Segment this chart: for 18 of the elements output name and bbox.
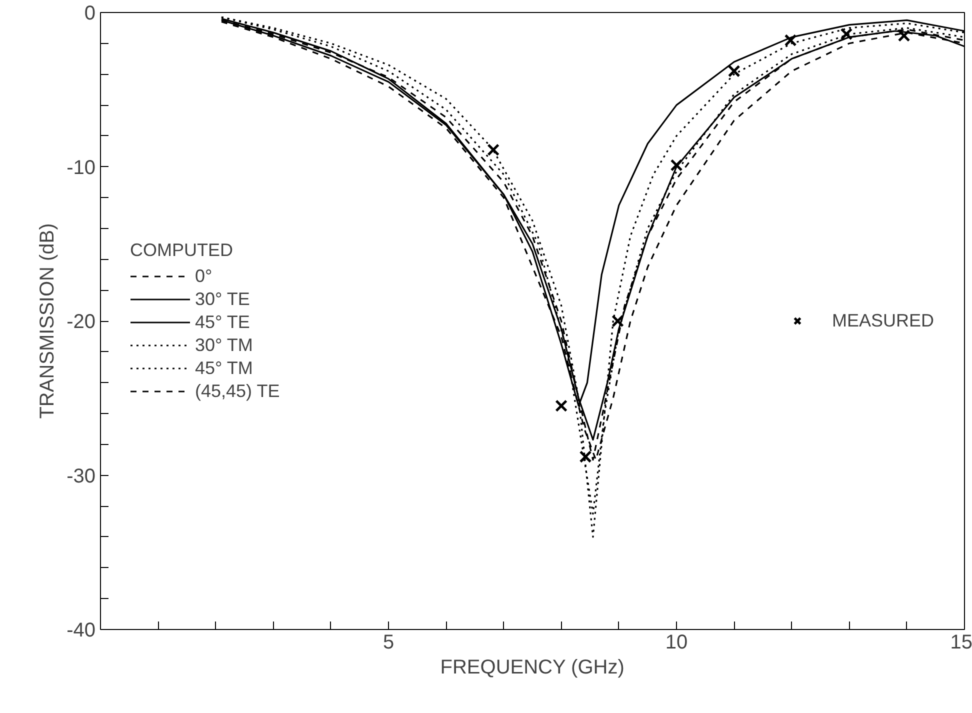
x-tick-label: 15 xyxy=(950,632,972,654)
legend-label: (45,45) TE xyxy=(195,380,280,402)
legend-label: 45° TE xyxy=(195,312,250,332)
y-tick-label: -10 xyxy=(66,156,96,179)
x-tick-label: 10 xyxy=(665,632,688,654)
x-axis-title: FREQUENCY (GHz) xyxy=(440,656,624,678)
legend-label: 30° TE xyxy=(195,288,250,310)
y-tick-label: -30 xyxy=(66,465,96,488)
legend-label: 30° TM xyxy=(195,334,253,356)
legend-title: COMPUTED xyxy=(130,240,234,260)
legend-label: MEASURED xyxy=(832,310,934,331)
y-tick-label: 0 xyxy=(84,2,96,24)
legend-label: 45° TM xyxy=(195,358,253,378)
y-axis-title: TRANSMISSION (dB) xyxy=(36,223,59,419)
y-tick-label: -20 xyxy=(66,311,96,333)
legend-label: 0° xyxy=(195,266,214,286)
y-tick-label: -40 xyxy=(66,620,96,642)
x-tick-label: 5 xyxy=(382,632,394,654)
